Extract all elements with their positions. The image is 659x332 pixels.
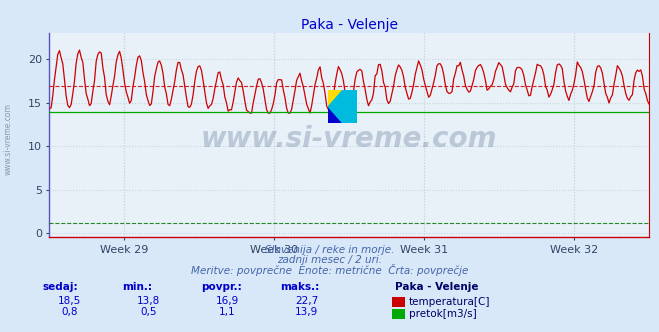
Text: 1,1: 1,1 [219, 307, 236, 317]
Text: 13,9: 13,9 [295, 307, 318, 317]
Text: 16,9: 16,9 [215, 296, 239, 306]
Text: min.:: min.: [122, 283, 152, 292]
Text: Meritve: povprečne  Enote: metrične  Črta: povprečje: Meritve: povprečne Enote: metrične Črta:… [191, 264, 468, 276]
Text: pretok[m3/s]: pretok[m3/s] [409, 309, 476, 319]
Text: 22,7: 22,7 [295, 296, 318, 306]
Text: 13,8: 13,8 [136, 296, 160, 306]
Text: zadnji mesec / 2 uri.: zadnji mesec / 2 uri. [277, 255, 382, 265]
Text: temperatura[C]: temperatura[C] [409, 297, 490, 307]
Text: sedaj:: sedaj: [43, 283, 78, 292]
Text: 0,5: 0,5 [140, 307, 157, 317]
Text: www.si-vreme.com: www.si-vreme.com [3, 104, 13, 175]
Text: povpr.:: povpr.: [201, 283, 242, 292]
Text: www.si-vreme.com: www.si-vreme.com [201, 125, 498, 153]
Text: Slovenija / reke in morje.: Slovenija / reke in morje. [265, 245, 394, 255]
Title: Paka - Velenje: Paka - Velenje [301, 18, 398, 32]
Text: maks.:: maks.: [280, 283, 320, 292]
Text: 0,8: 0,8 [61, 307, 78, 317]
Text: 18,5: 18,5 [57, 296, 81, 306]
Text: Paka - Velenje: Paka - Velenje [395, 283, 479, 292]
